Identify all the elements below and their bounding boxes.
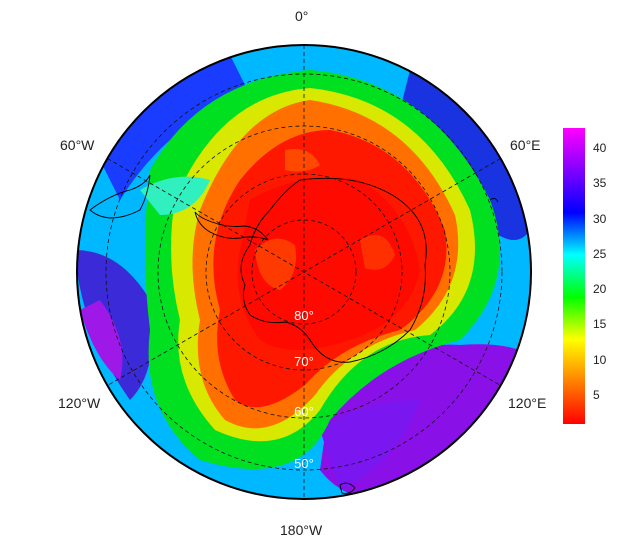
lon-label-120e: 120°E [508, 395, 547, 411]
field-cyan-patch [140, 176, 210, 215]
field-patch-2 [360, 235, 395, 270]
field-red-inner [237, 177, 420, 350]
colorbar-tick-label: 10 [593, 352, 607, 367]
meridian-60e-120w [107, 158, 501, 386]
field-purple-se-inner [320, 400, 420, 490]
lat-circle-70 [205, 173, 403, 371]
colorbar-tick-label: 15 [593, 317, 607, 332]
colorbar-tick-label: 30 [593, 211, 607, 226]
island-coast-s [339, 482, 356, 494]
lat-label-50: 50° [294, 456, 314, 471]
colorbar-gradient [563, 128, 585, 424]
colorbar-tick-label: 5 [593, 387, 600, 402]
colorbar-tick-label: 35 [593, 176, 607, 191]
data-field [77, 45, 531, 499]
colorbar [563, 128, 585, 424]
lon-label-0: 0° [295, 8, 309, 24]
field-patch-3 [285, 149, 320, 172]
lat-label-70: 70° [294, 354, 314, 369]
field-blue-ne [400, 70, 531, 240]
antarctic-peninsula [194, 211, 269, 241]
island-coast-e [489, 197, 499, 203]
field-patch-1 [255, 238, 296, 290]
lat-circle-80 [251, 219, 357, 325]
map-border [76, 44, 532, 500]
lat-circle-60 [157, 125, 451, 419]
graticule [105, 45, 503, 499]
lat-label-60: 60° [294, 404, 314, 419]
lat-label-80: 80° [294, 308, 314, 323]
coastlines [89, 174, 499, 494]
lon-label-60w: 60°W [60, 137, 95, 153]
lon-label-60e: 60°E [510, 137, 541, 153]
colorbar-tick-label: 20 [593, 282, 607, 297]
field-purple-w [80, 300, 123, 380]
colorbar-tick-label: 25 [593, 246, 607, 261]
south-america-coast [89, 174, 151, 219]
field-blue-nw [90, 55, 250, 200]
colorbar-tick-label: 40 [593, 141, 607, 156]
lon-label-180w: 180°W [280, 522, 323, 538]
lon-label-120w: 120°W [58, 395, 101, 411]
antarctica-coast [240, 177, 427, 363]
